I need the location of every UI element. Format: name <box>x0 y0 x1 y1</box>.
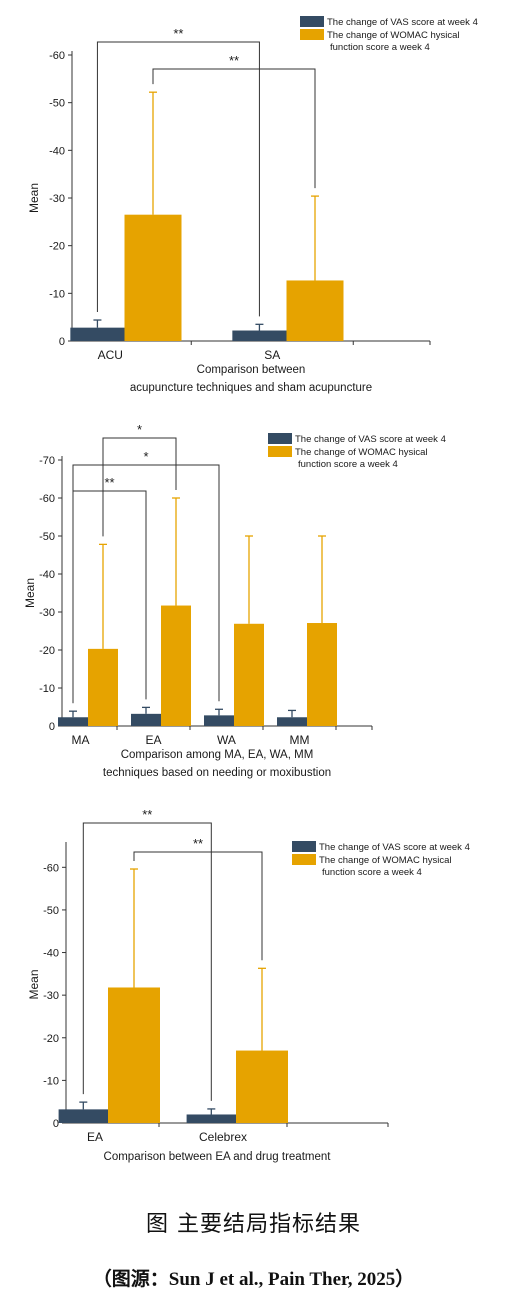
bar-womac <box>236 1050 288 1123</box>
legend-swatch-womac <box>268 446 292 457</box>
y-tick-label: -50 <box>39 531 55 543</box>
legend-swatch-vas <box>268 433 292 444</box>
bar-womac <box>286 280 344 341</box>
legend-swatch-vas <box>300 16 324 27</box>
bar-vas <box>186 1114 236 1123</box>
x-axis-title: techniques based on needing or moxibusti… <box>103 767 331 779</box>
chart-3: 0 -10 -20 -30 -40 -50 -60 Mean EA Celebrex ** ** The… <box>27 807 470 1163</box>
x-axis-title: Comparison between EA and drug treatment <box>104 1151 332 1163</box>
x-tick-label: EA <box>87 1130 103 1144</box>
y-tick-label: -20 <box>43 1033 59 1045</box>
y-tick-label: -10 <box>49 288 65 300</box>
y-tick-label: -40 <box>39 569 55 581</box>
chart-1: 0 -10 -20 -30 -40 -50 -60 Mean ACU SA ** ** The chan… <box>27 16 478 394</box>
significance-label: ** <box>142 807 152 822</box>
legend-label-womac: function score a week 4 <box>298 459 398 470</box>
y-tick-label: -60 <box>49 50 65 62</box>
x-tick-label: ACU <box>98 348 123 362</box>
y-tick-label: -20 <box>49 241 65 253</box>
x-tick-label: SA <box>264 348 280 362</box>
figure-source: （图源：Sun J et al., Pain Ther, 2025） <box>92 1269 415 1290</box>
legend-label-womac: The change of WOMAC hysical <box>319 855 452 866</box>
bar-vas <box>232 330 287 341</box>
y-tick-label: -20 <box>39 645 55 657</box>
legend-swatch-womac <box>292 854 316 865</box>
x-tick-label: EA <box>145 733 161 747</box>
bar-womac <box>108 987 160 1123</box>
significance-bracket <box>102 437 177 537</box>
significance-label: ** <box>104 475 114 490</box>
y-tick-label: -70 <box>39 455 55 467</box>
significance-bracket <box>96 41 260 317</box>
legend: The change of VAS score at week 4 The cha… <box>292 841 470 878</box>
legend-label-vas: The change of VAS score at week 4 <box>327 17 478 28</box>
significance-label: * <box>137 422 142 437</box>
x-tick-label: WA <box>217 733 236 747</box>
bar-vas <box>131 713 161 726</box>
y-tick-label: -40 <box>43 948 59 960</box>
y-tick-label: -50 <box>43 905 59 917</box>
bar-vas <box>70 327 125 341</box>
legend-label-womac: function score a week 4 <box>330 42 430 53</box>
bar-womac <box>124 214 182 341</box>
y-tick-label: 0 <box>53 1118 59 1130</box>
y-tick-label: -50 <box>49 98 65 110</box>
legend-label-womac: The change of WOMAC hysical <box>327 30 460 41</box>
significance-label: * <box>143 449 148 464</box>
y-tick-label: -40 <box>49 145 65 157</box>
significance-label: ** <box>229 53 239 68</box>
significance-bracket <box>152 68 316 189</box>
y-axis-label: Mean <box>27 183 41 213</box>
y-tick-label: 0 <box>59 336 65 348</box>
x-axis-title: Comparison among MA, EA, WA, MM <box>121 749 314 761</box>
legend-swatch-vas <box>292 841 316 852</box>
bar-vas <box>58 1109 108 1123</box>
legend: The change of VAS score at week 4 The cha… <box>300 16 478 53</box>
bar-vas <box>204 715 234 726</box>
figure-caption: 图 主要结局指标结果 <box>146 1212 361 1237</box>
x-axis-title: acupuncture techniques and sham acupunct… <box>130 382 372 394</box>
bar-vas <box>277 717 307 726</box>
y-tick-label: -30 <box>39 607 55 619</box>
y-tick-label: -60 <box>43 862 59 874</box>
legend-label-vas: The change of VAS score at week 4 <box>295 434 446 445</box>
x-tick-label: MA <box>72 733 90 747</box>
bar-womac <box>88 648 118 726</box>
significance-label: ** <box>193 836 203 851</box>
y-axis-label: Mean <box>27 969 41 999</box>
legend-swatch-womac <box>300 29 324 40</box>
y-tick-label: -10 <box>43 1075 59 1087</box>
bar-womac <box>161 605 191 726</box>
significance-label: ** <box>173 26 183 41</box>
y-tick-label: -10 <box>39 683 55 695</box>
bar-womac <box>234 623 264 726</box>
legend-label-vas: The change of VAS score at week 4 <box>319 842 470 853</box>
x-tick-label: MM <box>290 733 310 747</box>
y-tick-label: 0 <box>49 721 55 733</box>
x-tick-label: Celebrex <box>199 1130 247 1144</box>
legend-label-womac: function score a week 4 <box>322 867 422 878</box>
significance-bracket <box>72 490 147 704</box>
bar-womac <box>307 623 337 726</box>
significance-bracket <box>133 851 263 961</box>
x-axis-title: Comparison between <box>197 364 306 376</box>
significance-bracket <box>82 822 212 1101</box>
legend: The change of VAS score at week 4 The cha… <box>268 433 446 470</box>
y-tick-label: -60 <box>39 493 55 505</box>
y-tick-label: -30 <box>43 990 59 1002</box>
bar-vas <box>58 717 88 726</box>
y-tick-label: -30 <box>49 193 65 205</box>
legend-label-womac: The change of WOMAC hysical <box>295 447 428 458</box>
y-axis-label: Mean <box>23 578 37 608</box>
